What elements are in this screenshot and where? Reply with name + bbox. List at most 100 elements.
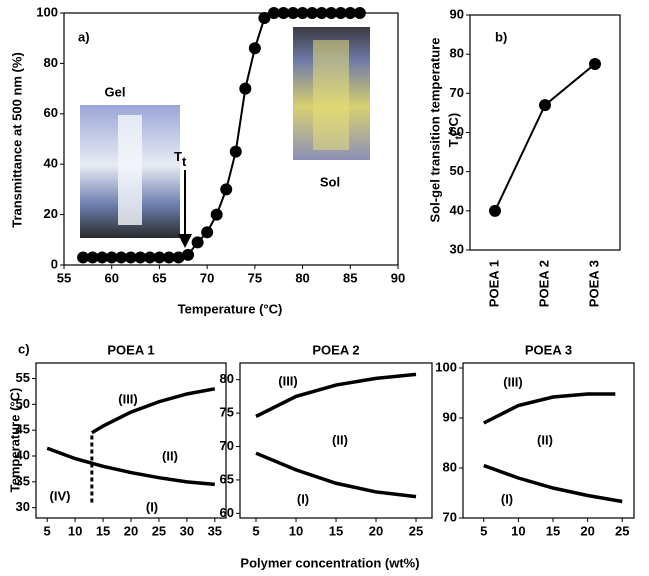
data-point (334, 7, 347, 19)
panel-label: c) (18, 341, 30, 356)
x-tick-label: 20 (580, 523, 594, 538)
data-point (153, 251, 166, 264)
x-tick-label: 30 (180, 523, 194, 538)
data-point (220, 183, 233, 196)
gel-vial (118, 115, 142, 225)
x-tick-label: 75 (248, 270, 262, 285)
data-line (255, 451, 417, 499)
x-tick-label: 5 (480, 523, 487, 538)
x-tick-label: 35 (208, 523, 222, 538)
y-tick-label: 65 (220, 471, 234, 486)
y-tick-label: 60 (44, 105, 58, 120)
data-point (239, 82, 252, 95)
y-axis-label: Sol-gel transition temperature (427, 38, 442, 223)
annotation: Gel (105, 84, 126, 99)
data-point (182, 248, 195, 261)
annotation: (III) (278, 373, 298, 388)
data-line (483, 463, 623, 504)
y-tick-label: 75 (220, 405, 234, 420)
data-point (296, 7, 309, 19)
data-point (105, 251, 118, 264)
x-tick-label: 25 (615, 523, 629, 538)
annotation: (I) (297, 491, 309, 506)
data-point (258, 12, 271, 25)
x-tick-label: POEA 1 (486, 260, 501, 307)
symbol-base: T (446, 139, 461, 147)
data-point (306, 7, 319, 19)
data-point (539, 99, 551, 112)
data-point (201, 226, 214, 239)
y-tick-label: 100 (435, 359, 457, 374)
data-point (344, 7, 357, 19)
y-tick-label: 90 (450, 6, 464, 21)
panel-title: POEA 3 (525, 342, 572, 357)
annotation: Sol (320, 174, 340, 189)
data-point (589, 57, 601, 70)
data-point (287, 7, 300, 19)
y-tick-label: 100 (36, 4, 58, 19)
data-point (489, 204, 501, 217)
y-tick-label: 0 (51, 256, 58, 271)
data-point (277, 7, 290, 19)
x-tick-label: 80 (295, 270, 309, 285)
y-tick-label: 50 (450, 163, 464, 178)
y-axis-label: Transmittance at 500 nm (%) (9, 52, 24, 228)
symbol-unit: (°C) (446, 113, 461, 136)
annotation: (I) (146, 499, 158, 514)
data-line (90, 387, 216, 435)
y-tick-label: 40 (44, 156, 58, 171)
panel-label: b) (495, 29, 507, 44)
y-tick-label: 70 (443, 509, 457, 524)
y-tick-label: 30 (16, 499, 30, 514)
x-tick-label: 10 (511, 523, 525, 538)
label-sub: t (182, 154, 187, 169)
data-point (124, 251, 137, 264)
data-point (315, 7, 328, 19)
y-axis-label: Temperature (°C) (7, 388, 22, 493)
y-tick-label: 35 (16, 473, 30, 488)
x-tick-label: 20 (124, 523, 138, 538)
y-tick-label: 80 (450, 46, 464, 61)
data-point (191, 236, 204, 249)
y-tick-label: 60 (450, 124, 464, 139)
x-tick-label: POEA 3 (586, 260, 601, 307)
x-tick-label: 10 (68, 523, 82, 538)
data-line (494, 63, 596, 212)
label-base: T (174, 149, 182, 164)
plot-frame (35, 362, 227, 519)
data-point (353, 7, 366, 19)
data-point (86, 251, 99, 264)
x-tick-label: 70 (200, 270, 214, 285)
y-tick-label: 70 (220, 438, 234, 453)
panel-title: POEA 1 (107, 342, 154, 357)
x-tick-label: 85 (343, 270, 357, 285)
transition-label: Tt (174, 149, 187, 169)
y-tick-label: 70 (450, 85, 464, 100)
annotation: (II) (537, 432, 553, 447)
x-tick-label: 20 (369, 523, 383, 538)
y-tick-label: 40 (16, 447, 30, 462)
y-tick-label: 55 (16, 370, 30, 385)
y-tick-label: 50 (16, 396, 30, 411)
sol-vial (313, 40, 349, 150)
data-point (143, 251, 156, 264)
plot-frame (63, 12, 399, 266)
data-line (255, 372, 417, 419)
y-tick-label: 45 (16, 422, 30, 437)
y-tick-label: 80 (44, 55, 58, 70)
x-tick-label: POEA 2 (536, 260, 551, 307)
x-tick-label: 65 (152, 270, 166, 285)
data-point (162, 251, 175, 264)
y-tick-label: 80 (220, 371, 234, 386)
x-tick-label: 5 (44, 523, 51, 538)
y-tick-label: 80 (443, 459, 457, 474)
data-line (46, 446, 215, 487)
y-tick-label: 60 (220, 505, 234, 520)
y-tick-label: 20 (44, 206, 58, 221)
annotation: (II) (162, 448, 178, 463)
annotation: (II) (332, 432, 348, 447)
symbol-sub: t (454, 135, 465, 139)
y-axis-symbol: Tt(°C) (446, 113, 464, 148)
x-tick-label: 15 (96, 523, 110, 538)
